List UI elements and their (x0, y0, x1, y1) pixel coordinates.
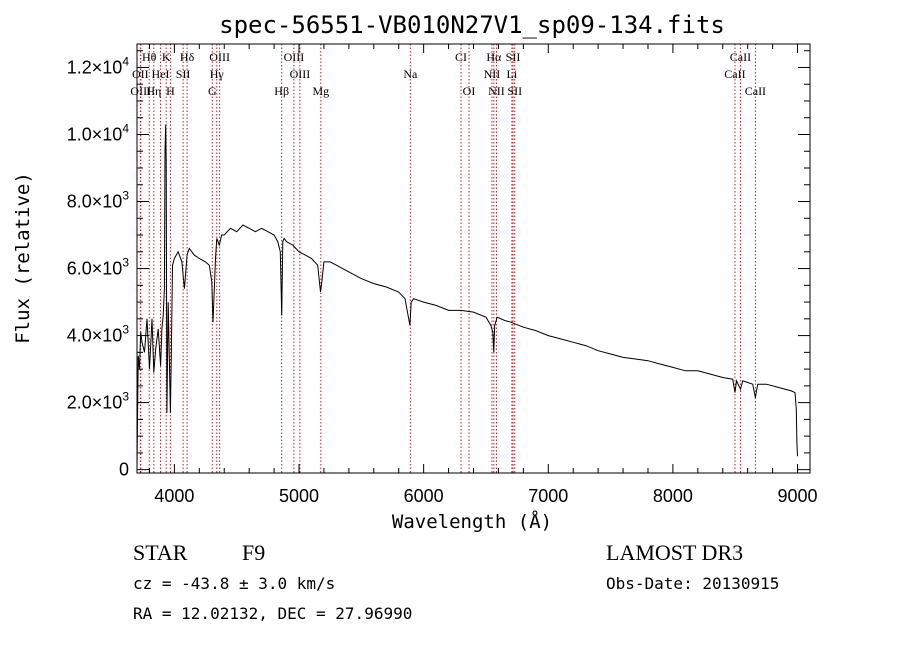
spectral-line-label: OIII (284, 50, 305, 64)
spectral-line-label: Hα (486, 50, 502, 64)
survey-name: LAMOST DR3 (606, 540, 743, 565)
spectral-line-label: NII (484, 67, 501, 81)
y-tick-label: 0 (119, 460, 129, 480)
spectral-line-label: CaII (745, 84, 766, 98)
chart-title: spec-56551-VB010N27V1_sp09-134.fits (219, 11, 725, 39)
spectral-line-label: OIII (290, 67, 311, 81)
spectral-line-label: HeI (152, 67, 170, 81)
spectral-line-label: Mg (312, 84, 329, 98)
spectral-line-label: Hβ (274, 84, 289, 98)
x-tick-label: 4000 (154, 486, 194, 506)
plot-frame (136, 43, 811, 474)
spectral-line-label: H (166, 84, 175, 98)
y-tick-label: 1.0×104 (67, 121, 130, 144)
y-tick-label: 6.0×103 (67, 256, 130, 279)
spectral-line-label: OIII (209, 50, 230, 64)
object-type: STAR (133, 540, 188, 565)
spectral-line-label: OIII (130, 84, 151, 98)
y-axis-label: Flux (relative) (12, 172, 34, 344)
obs-date: Obs-Date: 20130915 (606, 574, 779, 593)
x-axis-ticks: 4000 5000 6000 7000 8000 9000 (148, 44, 818, 506)
spectral-line-labels: Hθ K Hδ OIII OIII CI Hα SII CaII OII HeI SII Hγ OIII N… (130, 50, 766, 98)
spectral-line-label: K (162, 50, 171, 64)
spectral-line-label: Hη (146, 84, 161, 98)
coordinates: RA = 12.02132, DEC = 27.96990 (133, 604, 412, 623)
spectral-line-label: Hδ (180, 50, 195, 64)
y-tick-label: 4.0×103 (67, 323, 130, 346)
object-subclass: F9 (242, 540, 265, 565)
x-tick-label: 6000 (404, 486, 444, 506)
x-tick-label: 8000 (653, 486, 693, 506)
redshift-text: cz = -43.8 ± 3.0 km/s (133, 574, 335, 593)
spectral-line-label: SII (176, 67, 191, 81)
spectral-line-markers (139, 44, 756, 473)
spectral-line-label: Na (403, 67, 418, 81)
y-tick-label: 2.0×103 (67, 390, 130, 413)
x-tick-label: 7000 (528, 486, 568, 506)
spectral-line-label: CaII (724, 67, 745, 81)
spectral-line-label: OII (132, 67, 149, 81)
spectral-line-label: CI (455, 50, 467, 64)
y-tick-label: 8.0×103 (67, 189, 130, 212)
spectral-line-label: Hγ (210, 67, 225, 81)
spectral-line-label: NII (488, 84, 505, 98)
spectrum-line (136, 124, 798, 470)
spectral-line-label: SII (506, 50, 521, 64)
spectral-line-label: Li (507, 67, 518, 81)
y-axis-ticks: 0 2.0×103 4.0×103 6.0×103 8.0×103 1.0×104 1.2×… (67, 50, 810, 480)
spectral-line-label: OI (463, 84, 476, 98)
spectral-line-label: Hθ (142, 50, 157, 64)
x-tick-label: 9000 (778, 486, 818, 506)
y-tick-label: 1.2×104 (67, 54, 130, 77)
x-tick-label: 5000 (279, 486, 319, 506)
x-axis-label: Wavelength (Å) (392, 510, 552, 533)
spectral-line-label: CaII (730, 50, 751, 64)
spectral-line-label: SII (507, 84, 522, 98)
spectral-line-label: G (208, 84, 217, 98)
